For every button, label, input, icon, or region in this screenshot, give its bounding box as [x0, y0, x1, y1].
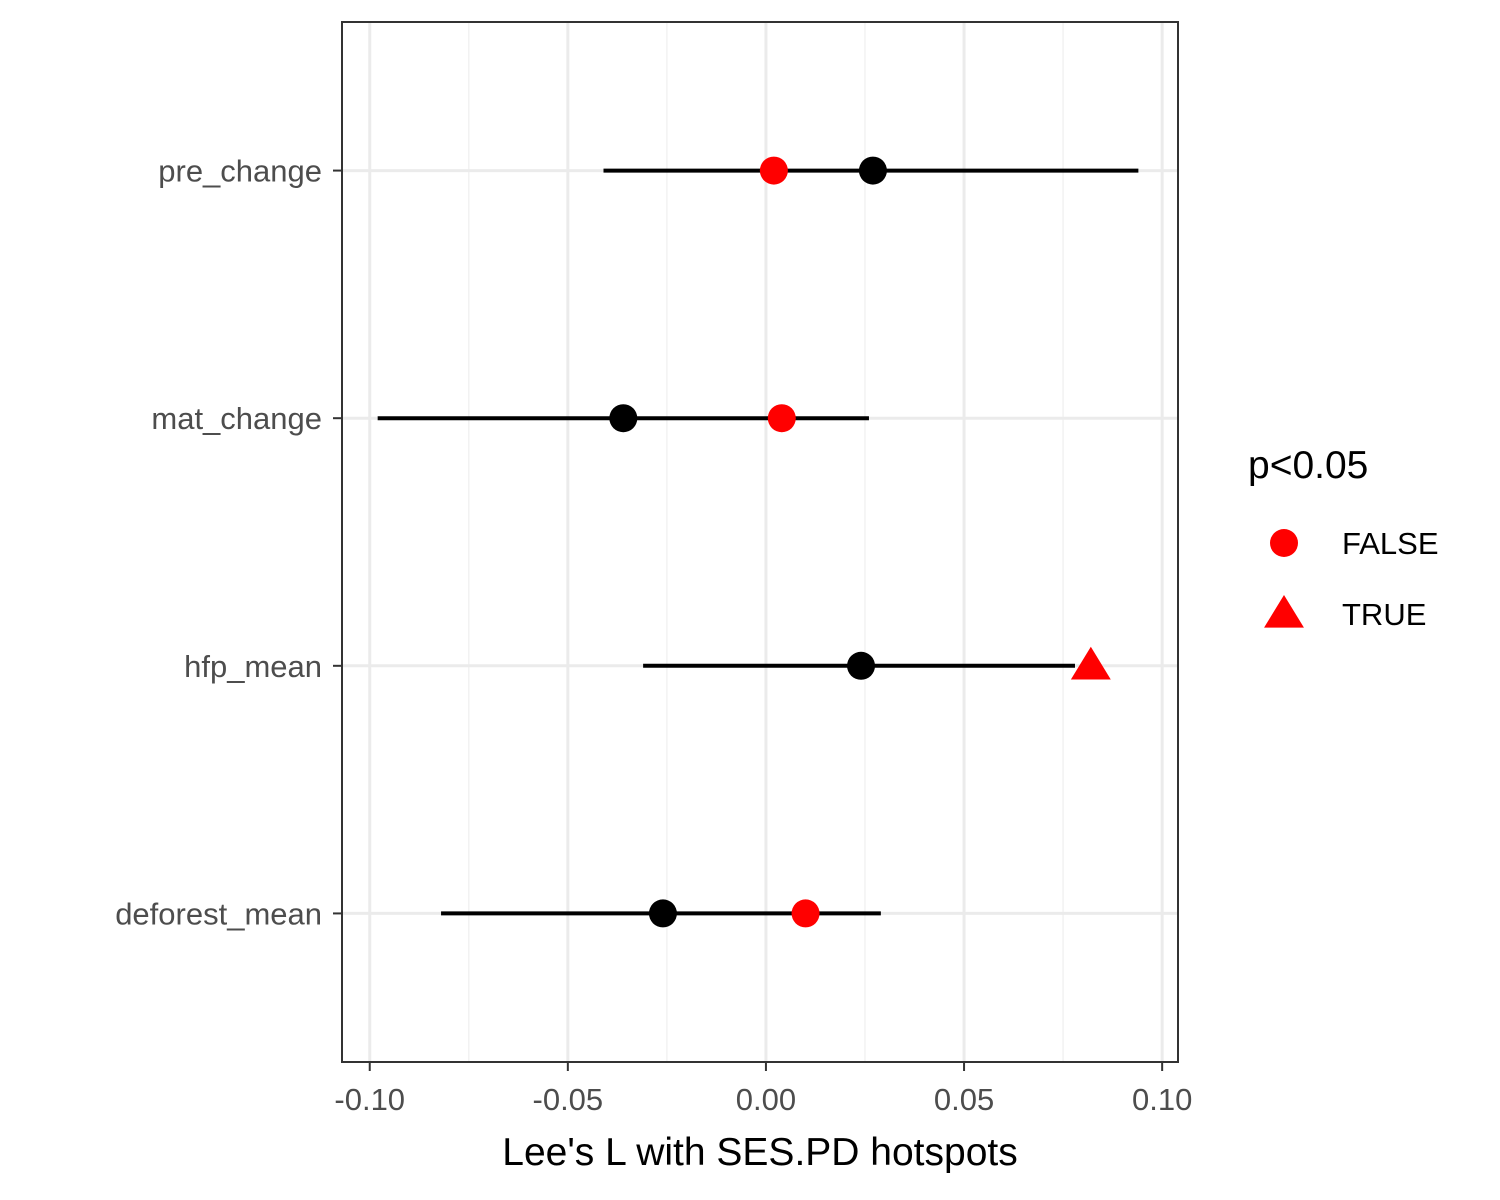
x-tick-label: 0.05	[934, 1082, 994, 1117]
y-tick-label: deforest_mean	[115, 896, 322, 931]
interval-center-point	[847, 651, 876, 680]
interval-center-point	[858, 156, 887, 185]
y-axis: pre_change mat_change hfp_mean deforest_mea…	[115, 154, 342, 931]
interval-series	[377, 156, 1139, 928]
observed-point-circle	[759, 156, 788, 185]
interval-center-point	[609, 404, 638, 433]
y-tick-label: pre_change	[158, 154, 322, 189]
observed-point-triangle	[1070, 646, 1111, 680]
legend-label: TRUE	[1342, 597, 1426, 632]
observed-point-circle	[767, 404, 796, 433]
x-tick-label: 0.00	[736, 1082, 796, 1117]
x-tick-label: -0.05	[533, 1082, 604, 1117]
legend-label: FALSE	[1342, 526, 1439, 561]
legend-title: p<0.05	[1248, 444, 1368, 487]
grid-lines	[342, 22, 1178, 1062]
observed-series	[759, 156, 1111, 928]
panel-border	[341, 21, 1179, 1063]
x-tick-label: -0.10	[334, 1082, 405, 1117]
y-tick-label: mat_change	[151, 401, 322, 436]
x-axis-title: Lee's L with SES.PD hotspots	[502, 1131, 1017, 1174]
legend-key-triangle	[1264, 595, 1304, 628]
legend-key-circle	[1270, 529, 1298, 557]
y-tick-label: hfp_mean	[184, 649, 322, 684]
interval-center-point	[648, 899, 677, 928]
observed-point-circle	[791, 899, 820, 928]
x-axis: -0.10 -0.05 0.00 0.05 0.10	[334, 1062, 1192, 1117]
x-tick-label: 0.10	[1132, 1082, 1192, 1117]
legend: p<0.05 FALSE TRUE	[1248, 444, 1439, 632]
